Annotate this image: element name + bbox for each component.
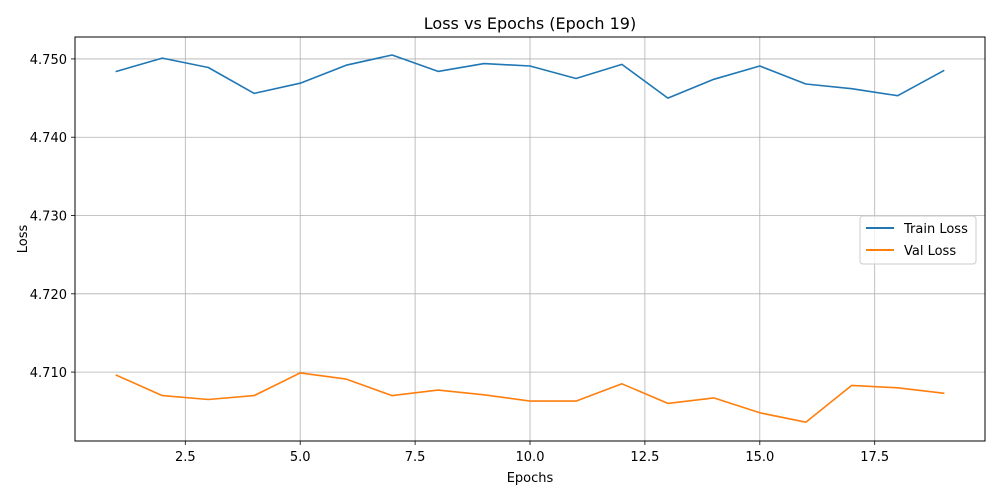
legend-label-train-loss: Train Loss — [903, 222, 968, 237]
y-tick-label: 4.730 — [30, 210, 67, 225]
y-tick-label: 4.750 — [30, 53, 67, 68]
legend-label-val-loss: Val Loss — [904, 244, 956, 259]
x-tick-label: 15.0 — [745, 450, 774, 465]
x-tick-label: 12.5 — [630, 450, 659, 465]
x-tick-label: 2.5 — [175, 450, 196, 465]
y-tick-label: 4.740 — [30, 131, 67, 146]
x-axis-label: Epochs — [507, 471, 554, 486]
series-line-val-loss — [115, 372, 945, 424]
y-tick-label: 4.720 — [30, 288, 67, 303]
legend: Train Loss Val Loss — [859, 215, 977, 265]
x-tick-label: 5.0 — [290, 450, 311, 465]
series-lines — [115, 54, 945, 424]
y-tick-label: 4.710 — [30, 366, 67, 381]
y-axis-ticks: 4.710 4.720 4.730 4.740 4.750 — [30, 53, 75, 381]
y-axis-label: Loss — [16, 225, 31, 254]
series-line-train-loss — [115, 54, 945, 99]
chart-title: Loss vs Epochs (Epoch 19) — [424, 14, 636, 33]
x-tick-label: 17.5 — [860, 450, 889, 465]
x-axis-ticks: 2.5 5.0 7.5 10.0 12.5 15.0 17.5 — [175, 441, 889, 465]
grid-lines — [75, 37, 985, 441]
x-tick-label: 10.0 — [516, 450, 545, 465]
x-tick-label: 7.5 — [405, 450, 426, 465]
